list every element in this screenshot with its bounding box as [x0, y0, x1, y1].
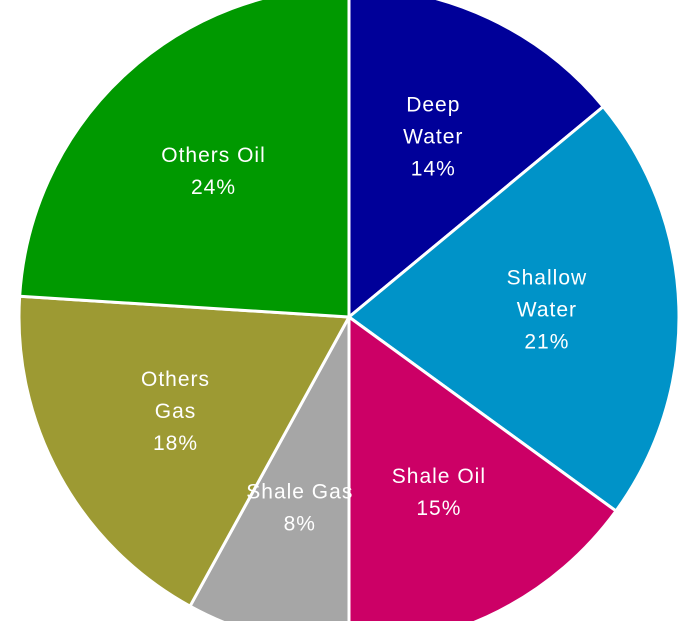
pie-slice: [347, 0, 606, 321]
slice-name-label: Others: [141, 368, 210, 391]
pie-slices: [17, 0, 678, 621]
slice-name-label: Gas: [155, 400, 197, 423]
slice-name-label: Water: [517, 298, 577, 321]
slice-name-label: Shale Oil: [392, 465, 486, 488]
pie-slice: [346, 104, 678, 514]
slice-name-label: Deep: [406, 93, 460, 116]
slice-name-label: Others Oil: [161, 144, 266, 167]
slice-name-label: Shallow: [507, 266, 588, 289]
pie-slice: [187, 316, 351, 621]
slice-name-label: Shale Gas: [246, 480, 353, 503]
slice-percent-label: 18%: [153, 432, 198, 455]
slice-percent-label: 14%: [411, 157, 456, 180]
slice-percent-label: 21%: [524, 330, 569, 353]
pie-slice: [347, 314, 619, 621]
slice-percent-label: 24%: [191, 176, 236, 199]
slice-percent-label: 15%: [416, 497, 461, 520]
pie-slice: [18, 0, 351, 319]
pie-slice: [17, 294, 352, 609]
slice-percent-label: 8%: [284, 512, 316, 535]
slice-name-label: Water: [403, 125, 463, 148]
pie-labels: Deep Water 14% Shallow Water 21% Shale Oil 15% S…: [141, 93, 588, 535]
